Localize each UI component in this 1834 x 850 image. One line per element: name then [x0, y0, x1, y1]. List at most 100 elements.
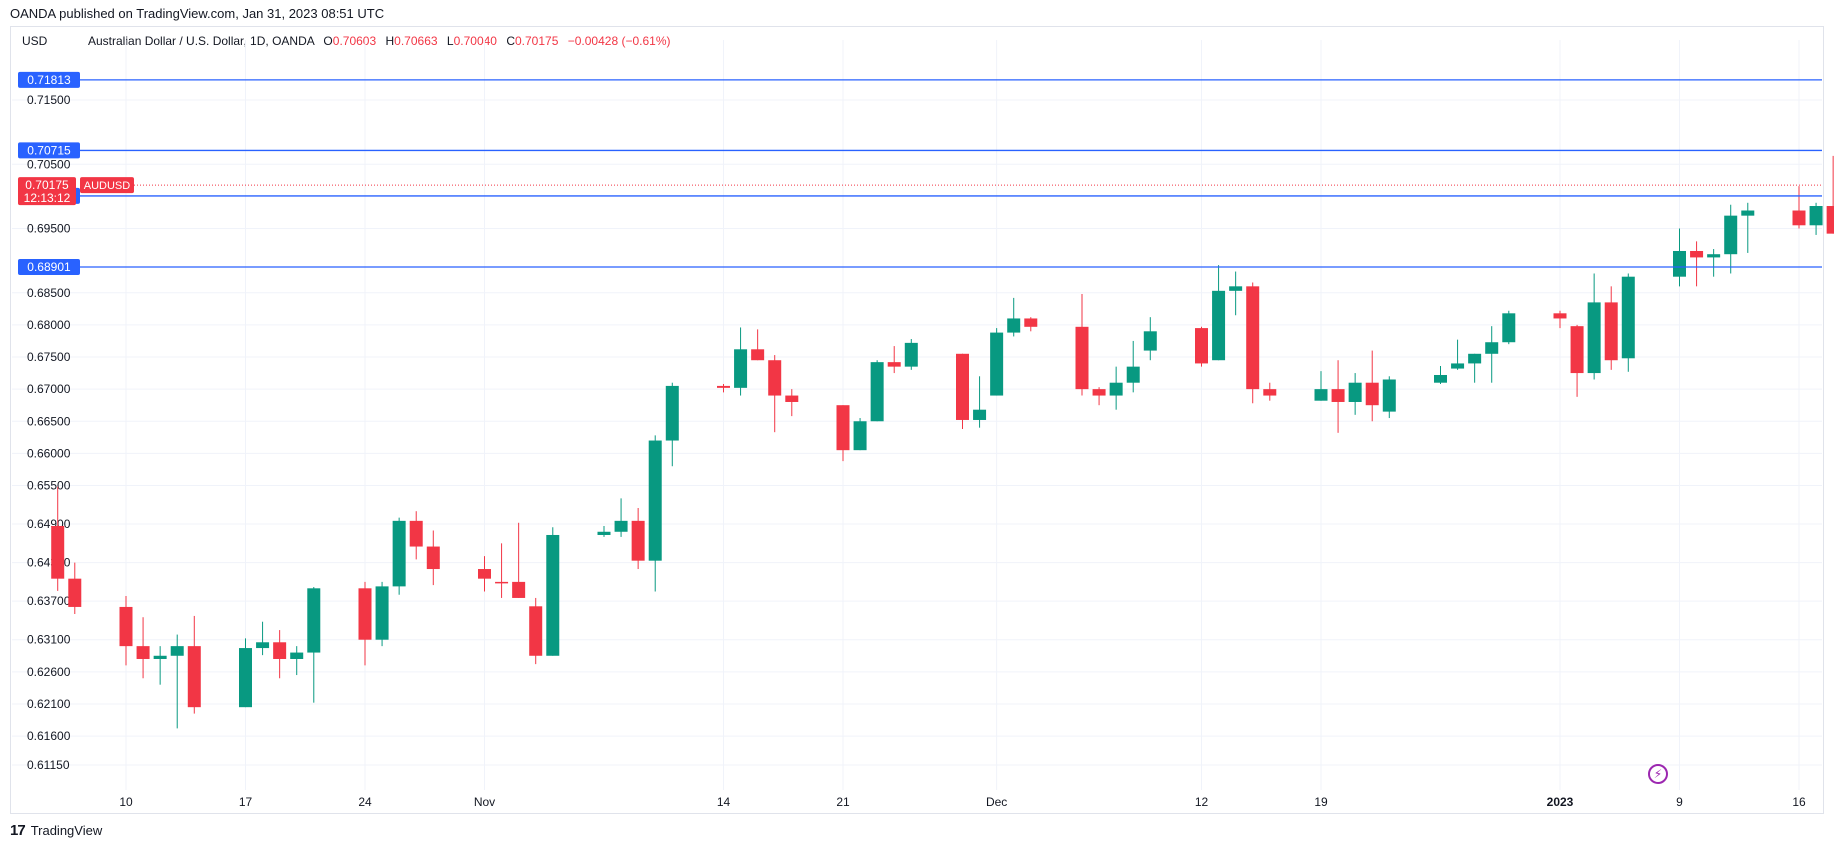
low-value: 0.70040: [453, 34, 497, 48]
candle-body: [717, 385, 730, 388]
footer-branding: 17 TradingView: [10, 822, 102, 839]
x-tick-label: 16: [1792, 795, 1806, 809]
candle-body: [1212, 290, 1226, 361]
candle-body: [392, 520, 406, 587]
candle-body: [870, 362, 884, 422]
candle-body: [1075, 326, 1089, 390]
x-tick-label: 9: [1676, 795, 1683, 809]
high-label: H: [385, 34, 395, 48]
candle-body: [426, 546, 440, 570]
candle-body: [1724, 215, 1738, 255]
x-tick-label: 19: [1314, 795, 1328, 809]
candle-body: [1109, 382, 1123, 396]
candle-body: [1741, 210, 1755, 216]
candle-body: [358, 588, 372, 640]
candle-body: [887, 362, 901, 367]
x-tick-label: 17: [239, 795, 253, 809]
y-tick-label: 0.71500: [27, 93, 71, 107]
candle-body: [1024, 318, 1038, 327]
y-tick-label: 0.68000: [27, 318, 71, 332]
candle-body: [1126, 366, 1140, 383]
candle-body: [290, 652, 304, 659]
y-tick-label: 0.61150: [27, 758, 70, 772]
candle-body: [1707, 254, 1721, 258]
level-label: 0.68901: [27, 260, 71, 274]
candle-body: [1502, 313, 1516, 343]
level-label: 0.70715: [27, 143, 71, 157]
candle-body: [375, 586, 389, 640]
candle-body: [597, 531, 611, 535]
candle-body: [1451, 363, 1465, 369]
y-tick-label: 0.61600: [27, 729, 71, 743]
x-tick-label: 2023: [1547, 795, 1574, 809]
candle-body: [51, 525, 65, 579]
candle-body: [1604, 302, 1618, 361]
candle-body: [904, 342, 918, 367]
candle-body: [187, 646, 201, 708]
y-tick-label: 0.67500: [27, 350, 71, 364]
candle-body: [1434, 374, 1447, 383]
change-value: −0.00428 (−0.61%): [567, 34, 671, 48]
last-price-tag: [18, 177, 76, 206]
candle-body: [614, 520, 628, 532]
last-price-label: 0.70175: [25, 178, 69, 192]
x-tick-label: 10: [119, 795, 133, 809]
candle-body: [1314, 389, 1328, 401]
candle-body: [1382, 379, 1396, 412]
tradingview-logo-icon: 17: [10, 822, 26, 839]
low-label: L: [446, 34, 454, 48]
candle-body: [1792, 210, 1806, 226]
y-tick-label: 0.63100: [27, 633, 71, 647]
currency-label: USD: [22, 34, 48, 48]
candle-body: [836, 405, 850, 451]
candle-body: [239, 648, 252, 708]
candle-body: [768, 360, 782, 396]
candle-body: [1673, 250, 1686, 277]
candle-body: [665, 385, 679, 441]
candle-body: [1143, 331, 1157, 351]
y-tick-label: 0.66500: [27, 414, 71, 428]
level-tag: [18, 71, 80, 88]
candle-body: [751, 349, 765, 361]
countdown-label: 12:13:12: [24, 191, 71, 205]
candle-body: [1621, 276, 1635, 359]
candle-body: [1348, 382, 1362, 402]
candle-body: [973, 409, 987, 420]
y-tick-label: 0.65500: [27, 479, 71, 493]
candle-body: [119, 606, 133, 647]
x-tick-label: 12: [1195, 795, 1209, 809]
candle-body: [1263, 389, 1277, 396]
level-tag: [18, 258, 80, 275]
open-label: O: [323, 34, 333, 48]
candle-body: [170, 646, 184, 656]
y-tick-label: 0.67000: [27, 382, 71, 396]
y-tick-label: 0.68500: [27, 286, 71, 300]
candle-body: [546, 534, 560, 656]
candle-body: [1826, 206, 1834, 234]
candle-body: [529, 606, 543, 656]
candle-body: [1570, 326, 1584, 374]
candle-body: [734, 349, 748, 388]
candle-body: [68, 578, 82, 607]
x-tick-label: Nov: [474, 795, 495, 809]
y-tick-label: 0.69500: [27, 222, 71, 236]
x-tick-label: 14: [717, 795, 731, 809]
y-tick-label: 0.66000: [27, 446, 71, 460]
x-tick-label: Dec: [986, 795, 1007, 809]
candle-body: [956, 353, 969, 420]
candle-body: [495, 581, 509, 584]
candle-body: [512, 581, 526, 598]
candle-body: [785, 395, 799, 402]
candle-body: [273, 642, 287, 659]
candle-body: [1365, 382, 1379, 406]
candle-body: [990, 332, 1004, 396]
candle-body: [409, 520, 423, 547]
candle-body: [1092, 389, 1106, 396]
lightning-bolt-icon[interactable]: ⚡: [1648, 764, 1668, 784]
y-tick-label: 0.62600: [27, 665, 71, 679]
y-tick-label: 0.70500: [27, 157, 71, 171]
symbol-tag-label: AUDUSD: [84, 180, 131, 192]
candle-body: [1587, 302, 1601, 374]
tradingview-brand: TradingView: [30, 823, 103, 838]
